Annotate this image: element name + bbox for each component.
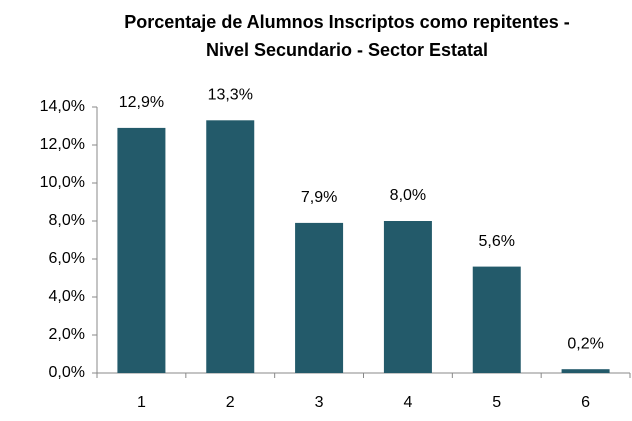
y-tick-label: 0,0%: [49, 364, 85, 381]
data-label: 12,9%: [119, 94, 164, 111]
data-label: 13,3%: [208, 87, 253, 104]
data-label: 7,9%: [301, 189, 337, 206]
y-tick-label: 6,0%: [49, 250, 85, 267]
data-label: 5,6%: [479, 233, 515, 250]
bar: [206, 120, 255, 373]
y-tick-label: 12,0%: [40, 136, 85, 153]
y-tick-label: 2,0%: [49, 326, 85, 343]
x-tick-label: 4: [403, 394, 412, 411]
bar: [383, 221, 432, 373]
y-tick-label: 8,0%: [49, 212, 85, 229]
x-tick-label: 2: [226, 394, 235, 411]
bar: [561, 369, 610, 373]
data-label: 8,0%: [390, 187, 426, 204]
y-tick-label: 4,0%: [49, 288, 85, 305]
x-tick-label: 6: [581, 394, 590, 411]
bar: [472, 266, 521, 373]
y-tick-label: 10,0%: [40, 174, 85, 191]
x-tick-label: 3: [315, 394, 324, 411]
x-tick-label: 1: [137, 394, 146, 411]
chart-title: Porcentaje de Alumnos Inscriptos como re…: [124, 12, 570, 60]
bar: [117, 127, 166, 374]
x-tick-label: 5: [492, 394, 501, 411]
data-label: 0,2%: [567, 335, 603, 352]
y-tick-label: 14,0%: [40, 98, 85, 115]
bar: [295, 222, 344, 373]
